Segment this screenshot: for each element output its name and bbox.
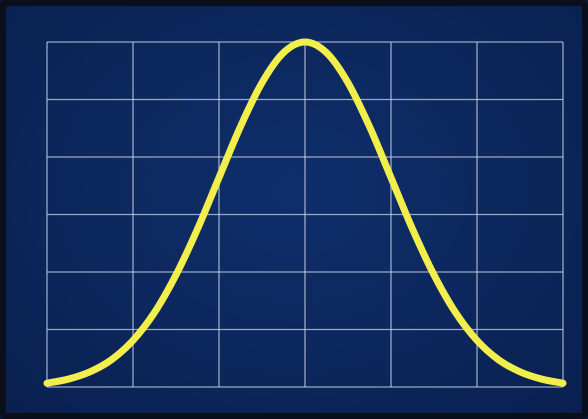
- chart-series: [43, 38, 567, 387]
- chart-grid: [46, 41, 564, 388]
- bell-curve-chart: [43, 38, 567, 388]
- bell-curve-line: [43, 38, 567, 387]
